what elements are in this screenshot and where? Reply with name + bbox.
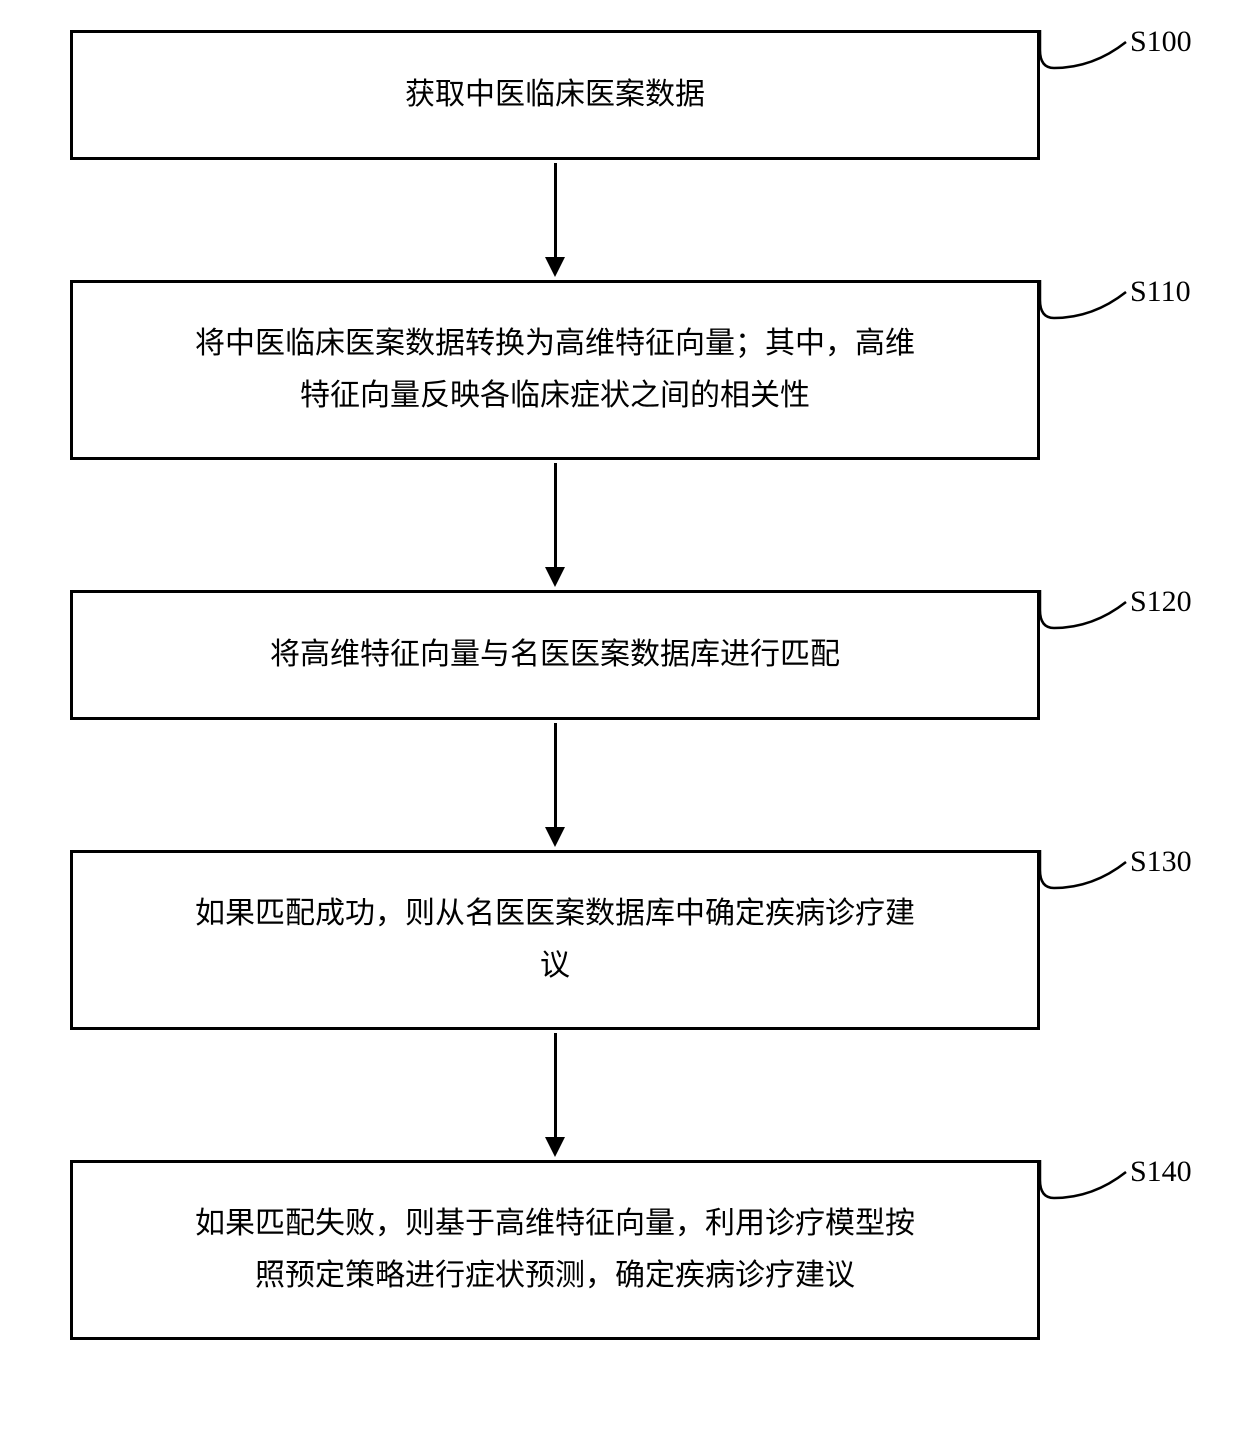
leader-curve [1035,1135,1131,1217]
leader-curve [1035,5,1131,87]
step-box-s130: 如果匹配成功，则从名医医案数据库中确定疾病诊疗建 议 [70,850,1040,1030]
step-box-s140: 如果匹配失败，则基于高维特征向量，利用诊疗模型按 照预定策略进行症状预测，确定疾… [70,1160,1040,1340]
flowchart-canvas: 获取中医临床医案数据将中医临床医案数据转换为高维特征向量；其中，高维 特征向量反… [0,0,1240,1430]
step-box-s110: 将中医临床医案数据转换为高维特征向量；其中，高维 特征向量反映各临床症状之间的相… [70,280,1040,460]
step-label-s100: S100 [1130,25,1192,59]
step-box-text: 如果匹配失败，则基于高维特征向量，利用诊疗模型按 照预定策略进行症状预测，确定疾… [195,1198,915,1301]
arrow-line [554,723,557,827]
arrow-head-icon [545,1137,565,1157]
step-box-text: 获取中医临床医案数据 [405,69,705,121]
leader-curve [1035,255,1131,337]
step-box-text: 将中医临床医案数据转换为高维特征向量；其中，高维 特征向量反映各临床症状之间的相… [195,318,915,421]
arrow-head-icon [545,567,565,587]
arrow-head-icon [545,827,565,847]
step-box-text: 如果匹配成功，则从名医医案数据库中确定疾病诊疗建 议 [195,888,915,991]
step-box-s100: 获取中医临床医案数据 [70,30,1040,160]
arrow-head-icon [545,257,565,277]
step-box-text: 将高维特征向量与名医医案数据库进行匹配 [270,629,840,681]
step-label-s140: S140 [1130,1155,1192,1189]
step-label-s120: S120 [1130,585,1192,619]
step-label-s110: S110 [1130,275,1191,309]
step-label-s130: S130 [1130,845,1192,879]
arrow-line [554,463,557,567]
leader-curve [1035,825,1131,907]
arrow-line [554,1033,557,1137]
step-box-s120: 将高维特征向量与名医医案数据库进行匹配 [70,590,1040,720]
arrow-line [554,163,557,257]
leader-curve [1035,565,1131,647]
